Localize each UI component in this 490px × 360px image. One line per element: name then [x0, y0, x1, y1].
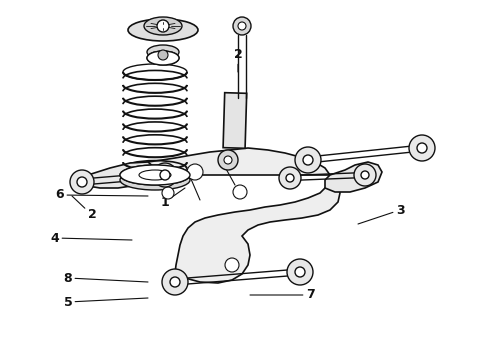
Text: 1: 1: [161, 188, 185, 208]
Circle shape: [238, 22, 246, 30]
Circle shape: [361, 171, 369, 179]
Ellipse shape: [147, 51, 179, 65]
Text: 5: 5: [64, 296, 148, 309]
Circle shape: [295, 147, 321, 173]
Circle shape: [303, 155, 313, 165]
Ellipse shape: [144, 17, 182, 35]
Circle shape: [153, 163, 177, 187]
Circle shape: [77, 177, 87, 187]
Ellipse shape: [120, 165, 190, 185]
Text: 6: 6: [56, 189, 148, 202]
Polygon shape: [223, 93, 246, 148]
Polygon shape: [80, 162, 155, 188]
Circle shape: [157, 20, 169, 32]
Text: 4: 4: [50, 231, 132, 244]
Circle shape: [170, 277, 180, 287]
Text: 2: 2: [72, 196, 97, 221]
Text: 8: 8: [64, 271, 148, 284]
Circle shape: [233, 185, 247, 199]
Circle shape: [187, 164, 203, 180]
Circle shape: [286, 174, 294, 182]
Text: 7: 7: [250, 288, 315, 302]
Circle shape: [225, 258, 239, 272]
Ellipse shape: [147, 45, 179, 59]
Ellipse shape: [128, 19, 198, 41]
Circle shape: [233, 17, 251, 35]
Circle shape: [409, 135, 435, 161]
Text: 2: 2: [234, 49, 243, 72]
Ellipse shape: [147, 51, 179, 65]
Text: 3: 3: [358, 203, 404, 224]
Polygon shape: [115, 148, 340, 283]
Circle shape: [160, 170, 170, 180]
Circle shape: [295, 267, 305, 277]
Circle shape: [287, 259, 313, 285]
Ellipse shape: [139, 170, 171, 180]
Polygon shape: [325, 162, 382, 192]
Circle shape: [70, 170, 94, 194]
Circle shape: [158, 50, 168, 60]
Circle shape: [224, 156, 232, 164]
Circle shape: [354, 164, 376, 186]
Circle shape: [162, 187, 174, 199]
Ellipse shape: [120, 170, 190, 190]
Circle shape: [162, 269, 188, 295]
Circle shape: [279, 167, 301, 189]
Ellipse shape: [120, 165, 190, 185]
Circle shape: [417, 143, 427, 153]
Circle shape: [218, 150, 238, 170]
